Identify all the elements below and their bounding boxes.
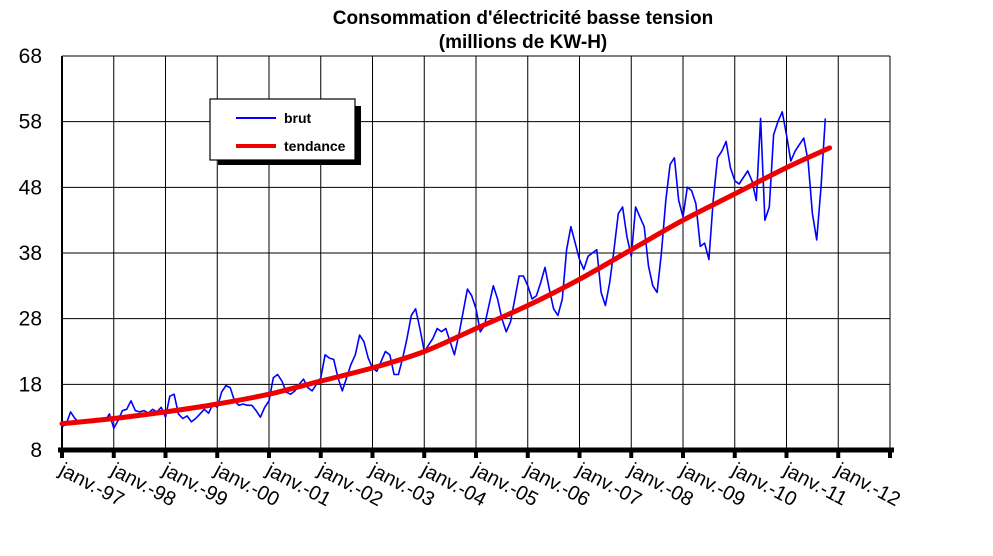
y-axis-ticks: 8 18 28 38 48 58 68 <box>19 45 42 462</box>
series-line-tendance <box>59 145 833 427</box>
legend-box <box>209 98 356 161</box>
y-tick-label: 28 <box>19 308 42 331</box>
legend-label-brut: brut <box>284 110 312 126</box>
chart-subtitle: (millions de KW-H) <box>439 32 608 53</box>
y-tick-label: 48 <box>19 176 42 199</box>
chart-title: Consommation d'électricité basse tension <box>333 8 713 29</box>
grid <box>58 55 894 458</box>
x-axis-ticks: janv.-97janv.-98janv.-99janv.-00janv.-01… <box>55 459 904 512</box>
y-tick-label: 8 <box>30 439 42 462</box>
y-tick-label: 18 <box>19 373 42 396</box>
y-tick-label: 68 <box>19 45 42 68</box>
series <box>59 111 833 430</box>
legend-label-tendance: tendance <box>284 138 346 154</box>
y-tick-label: 58 <box>19 111 42 134</box>
legend: brut tendance <box>209 98 361 165</box>
series-line-brut <box>61 111 827 430</box>
y-tick-label: 38 <box>19 242 42 265</box>
